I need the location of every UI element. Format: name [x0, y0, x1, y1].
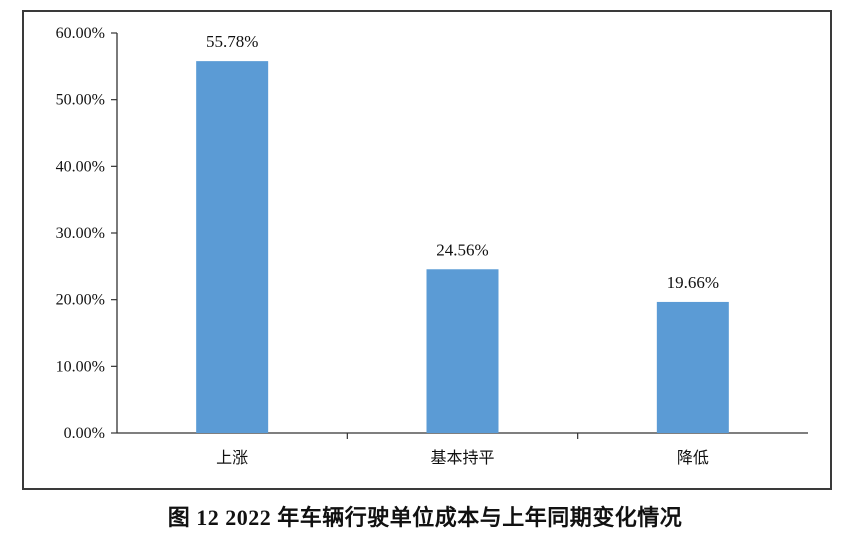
data-label-1: 55.78% [206, 32, 258, 51]
figure-caption: 图 12 2022 年车辆行驶单位成本与上年同期变化情况 [167, 505, 683, 530]
category-label-2: 基本持平 [430, 448, 494, 467]
y-tick-label: 40.00% [56, 158, 105, 175]
bar-3 [656, 301, 729, 433]
data-label-3: 19.66% [667, 273, 719, 292]
category-label-1: 上涨 [216, 448, 248, 467]
y-tick-label: 50.00% [56, 92, 105, 109]
chart-bars [196, 61, 729, 434]
data-label-2: 24.56% [436, 240, 488, 259]
y-tick-label: 20.00% [56, 292, 105, 309]
bar-2 [426, 269, 499, 433]
category-label-3: 降低 [677, 448, 709, 467]
data-labels: 55.78% 24.56% 19.66% [206, 32, 719, 292]
y-tick-label: 0.00% [64, 425, 105, 442]
category-labels: 上涨 基本持平 降低 [216, 448, 709, 467]
y-tick-label: 30.00% [56, 225, 105, 242]
y-tick-label: 60.00% [56, 25, 105, 42]
bar-1 [196, 61, 269, 434]
y-tick-label: 10.00% [56, 358, 105, 375]
y-axis-ticks: 0.00% 10.00% 20.00% 30.00% 40.00% 50.00% 60.00… [56, 25, 117, 442]
